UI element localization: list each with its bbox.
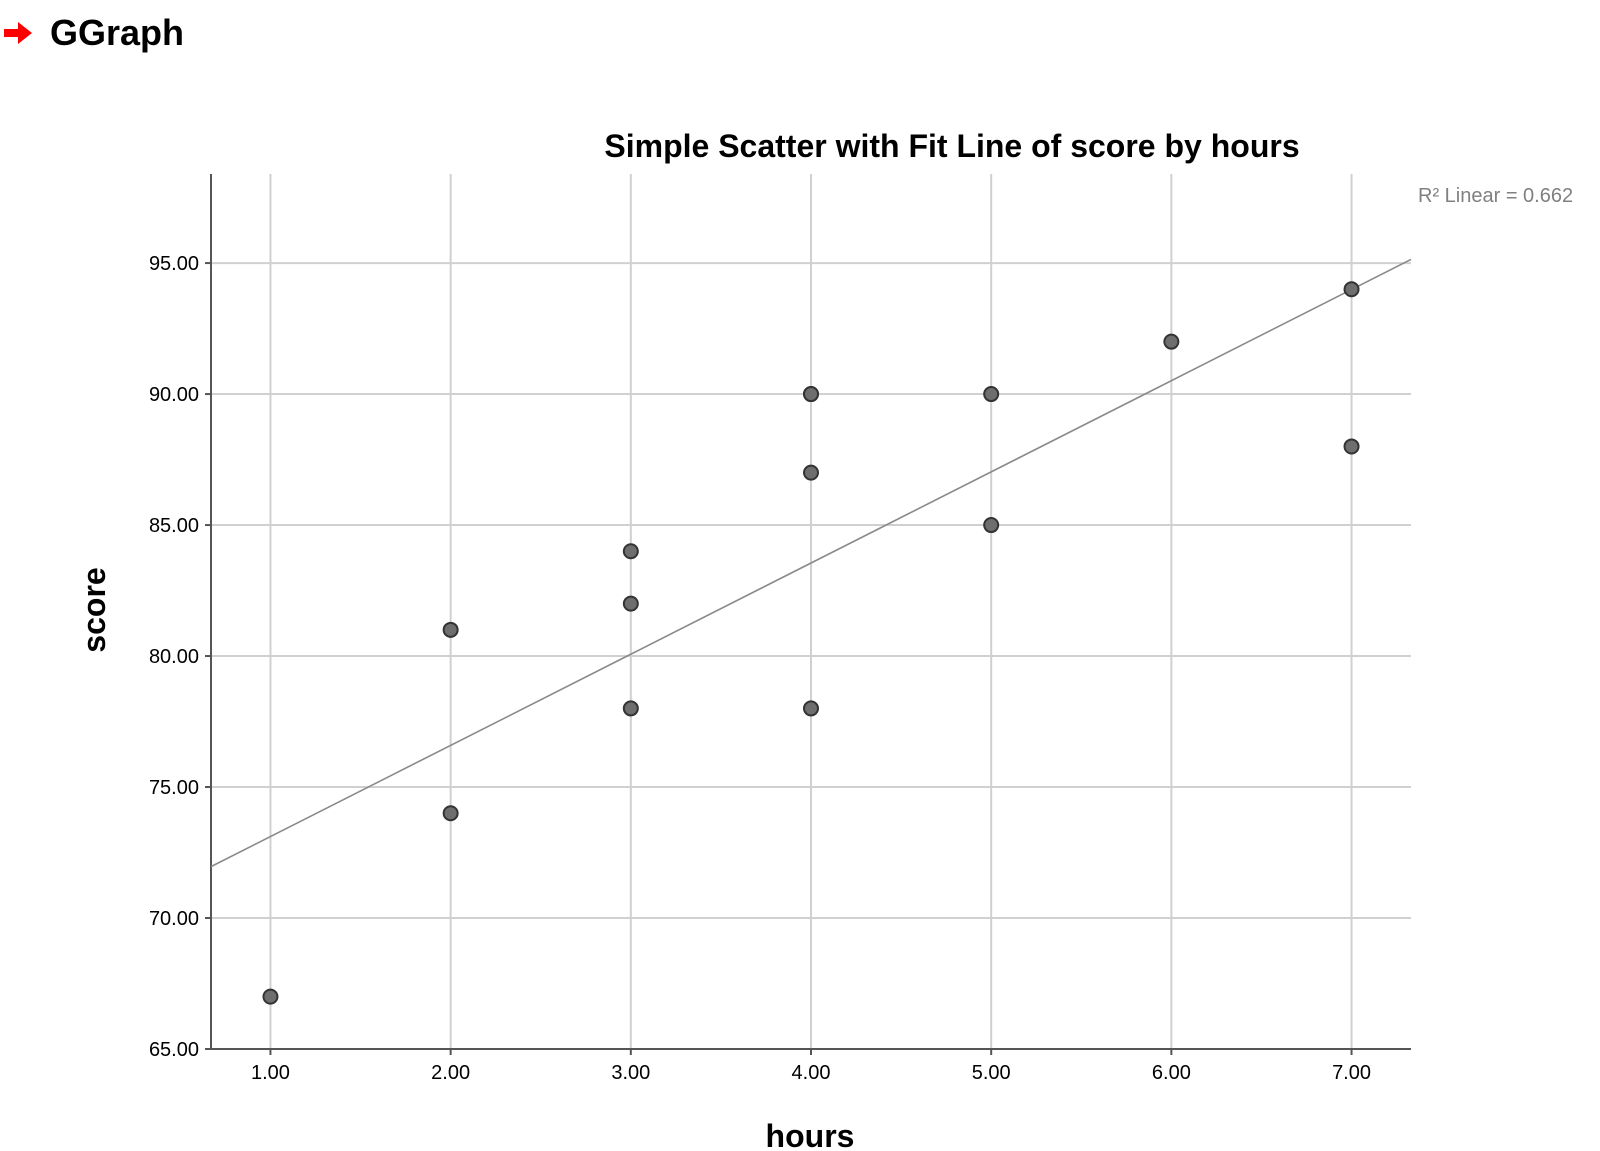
tick-labels: 65.00 70.00 75.00 80.00 85.00 90.00 95.00 1.00 2… — [149, 253, 1371, 1084]
data-point — [803, 464, 819, 481]
y-tick-label: 65.00 — [149, 1039, 199, 1061]
x-tick-label: 2.00 — [431, 1062, 470, 1084]
x-tick-label: 4.00 — [792, 1062, 831, 1084]
data-point — [983, 517, 1000, 534]
right-arrow-icon — [4, 22, 32, 44]
data-point — [442, 621, 459, 638]
chart-title: Simple Scatter with Fit Line of score by… — [604, 128, 1299, 164]
data-point — [1343, 438, 1360, 455]
fit-line — [210, 258, 1412, 868]
x-tick-label: 3.00 — [611, 1062, 650, 1084]
data-point — [1343, 281, 1360, 298]
fit-line-label: R² Linear = 0.662 — [1418, 185, 1573, 207]
y-tick-label: 70.00 — [149, 908, 199, 930]
data-point — [622, 700, 639, 717]
x-tick-label: 7.00 — [1332, 1062, 1371, 1084]
data-point — [622, 543, 639, 560]
x-tick-label: 5.00 — [972, 1062, 1011, 1084]
axes — [205, 174, 1411, 1055]
data-points — [262, 281, 1360, 1005]
data-point — [262, 988, 279, 1005]
grid — [211, 174, 1411, 1049]
y-tick-label: 95.00 — [149, 253, 199, 275]
x-tick-label: 1.00 — [251, 1062, 290, 1084]
output-title: GGraph — [50, 12, 185, 53]
data-point — [442, 805, 459, 822]
y-axis-title: score — [76, 567, 112, 652]
data-point — [803, 386, 819, 403]
fit-line-group — [210, 258, 1412, 868]
data-point — [622, 595, 639, 612]
y-tick-label: 75.00 — [149, 777, 199, 799]
data-point — [803, 700, 819, 717]
y-tick-label: 90.00 — [149, 384, 199, 406]
y-tick-label: 80.00 — [149, 646, 199, 668]
y-tick-label: 85.00 — [149, 515, 199, 537]
x-tick-label: 6.00 — [1152, 1062, 1191, 1084]
data-point — [1163, 333, 1180, 350]
x-axis-title: hours — [766, 1118, 855, 1151]
data-point — [983, 386, 1000, 403]
output-header: GGraph — [0, 8, 184, 58]
